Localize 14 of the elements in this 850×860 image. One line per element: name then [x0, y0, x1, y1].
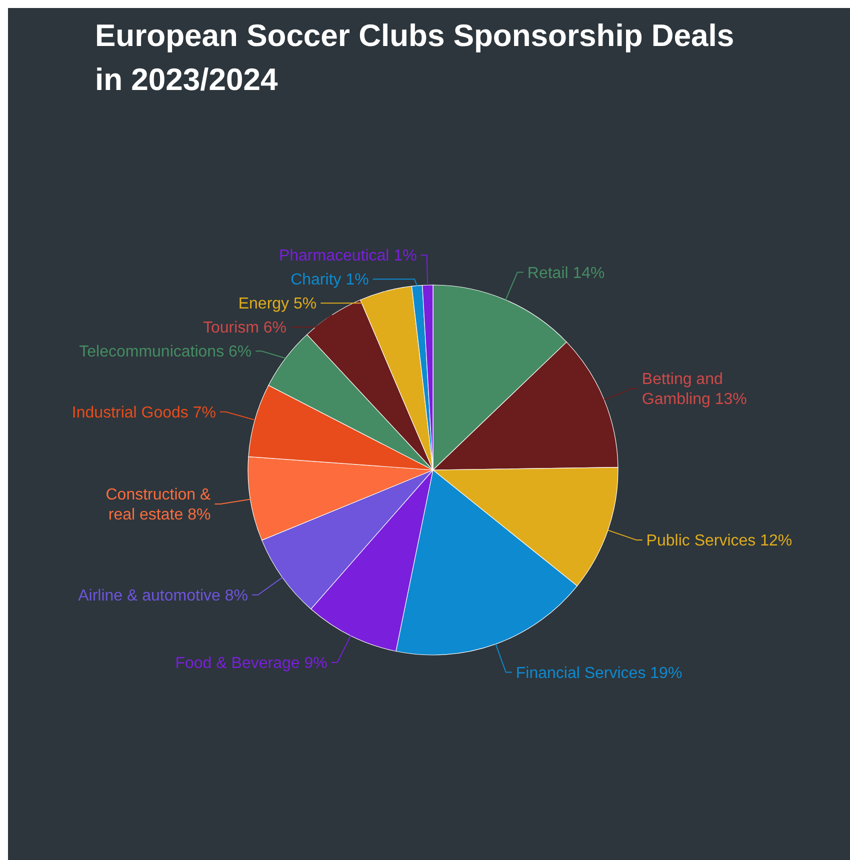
- slice-label: Charity 1%: [290, 272, 369, 289]
- slice-label: Telecommunications 6%: [79, 344, 252, 361]
- slice-label: Energy 5%: [238, 296, 317, 313]
- slice-label: Public Services 12%: [646, 532, 792, 550]
- slice-label: Retail 14%: [527, 264, 605, 282]
- slice-label: Construction & real estate 8%: [106, 486, 212, 524]
- chart-title: European Soccer Clubs Sponsorship Deals in 2023/2024: [95, 18, 734, 97]
- slice-label: Pharmaceutical 1%: [278, 248, 417, 265]
- slice-label: Industrial Goods 7%: [72, 404, 216, 422]
- slice-label: Food & Beverage 9%: [175, 655, 328, 672]
- slice-label: Airline & automotive 8%: [78, 587, 248, 604]
- slice-label: Tourism 6%: [202, 320, 287, 337]
- slice-label: Betting and Gambling 13%: [642, 371, 747, 408]
- slice-label: Financial Services 19%: [516, 664, 682, 682]
